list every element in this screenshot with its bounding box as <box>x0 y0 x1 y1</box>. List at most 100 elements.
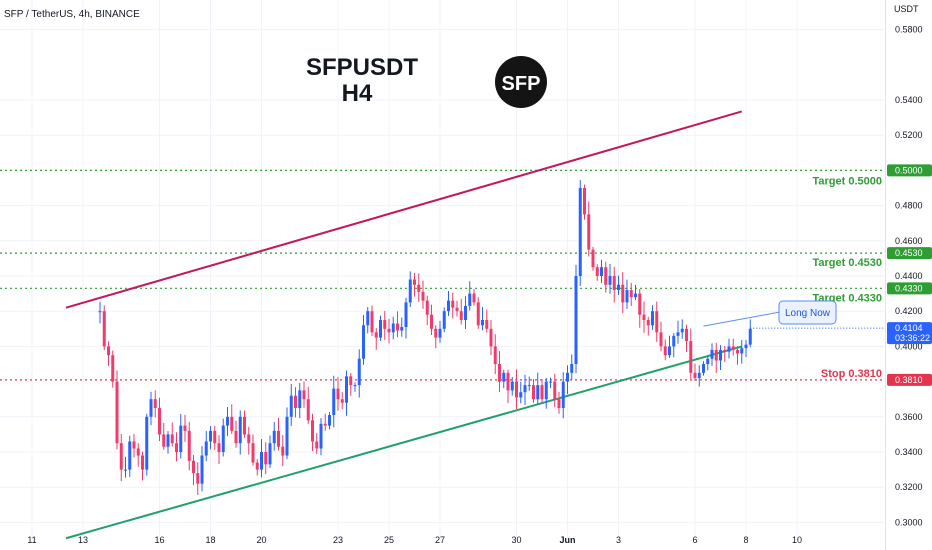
trendlines <box>65 110 743 540</box>
candle-body <box>451 300 455 308</box>
candle-body <box>170 434 174 444</box>
candle-body <box>179 425 183 452</box>
price-tick-label: 0.5800 <box>895 25 923 35</box>
candle-body <box>102 311 106 347</box>
candle-body <box>353 385 357 387</box>
price-tick-label: 0.4000 <box>895 341 923 351</box>
candle-body <box>472 293 476 303</box>
candle-body <box>323 423 327 426</box>
candle-body <box>544 381 548 400</box>
time-tick-label: 13 <box>78 535 88 545</box>
candle-body <box>315 441 319 449</box>
candle-body <box>493 346 497 364</box>
time-axis: 9111316182023252730Jun36810 <box>27 535 802 545</box>
candle-body <box>574 276 578 364</box>
candle-body <box>158 408 161 435</box>
candle-body <box>115 381 119 444</box>
candle-body <box>672 335 676 347</box>
candle-body <box>396 323 399 331</box>
candle-body <box>251 443 255 463</box>
candle-body <box>336 388 340 400</box>
candle-body <box>600 267 603 276</box>
candle-body <box>187 430 191 461</box>
callout-pointer <box>703 311 781 327</box>
candle-body <box>595 267 599 276</box>
header: SFP / TetherUS, 4h, BINANCE USDT <box>4 4 919 20</box>
candle-body <box>481 320 484 326</box>
candle-body <box>379 320 382 338</box>
candle-body <box>663 346 667 356</box>
candle-body <box>485 320 489 329</box>
candle-body <box>204 441 208 456</box>
candle-body <box>553 381 557 400</box>
candle-body <box>591 249 595 268</box>
time-tick-label: Jun <box>559 535 575 545</box>
candle-body <box>328 415 331 426</box>
candle-body <box>311 420 314 442</box>
candle-body <box>332 388 336 416</box>
candle-body <box>748 328 752 345</box>
candle-body <box>706 358 710 364</box>
candle-body <box>447 300 450 312</box>
candle-body <box>685 328 688 342</box>
time-tick-label: 6 <box>692 535 697 545</box>
stop-price-badge <box>887 373 932 386</box>
support-trendline[interactable] <box>65 345 743 540</box>
candle-body <box>625 290 629 303</box>
time-tick-label: 8 <box>743 535 748 545</box>
candle-body <box>510 381 514 391</box>
candle-body <box>383 320 387 329</box>
candle-body <box>98 311 102 313</box>
price-tick-label: 0.3000 <box>895 517 923 527</box>
candle-body <box>404 302 408 328</box>
candle-body <box>357 358 361 386</box>
candle-body <box>527 385 531 387</box>
candle-body <box>536 385 540 400</box>
candle-body <box>740 348 744 354</box>
candle-body <box>145 416 149 470</box>
candle-body <box>668 346 671 356</box>
candle-body <box>417 284 421 292</box>
candle-body <box>506 372 510 391</box>
time-tick-label: 27 <box>435 535 445 545</box>
candle-body <box>676 332 680 336</box>
candle-body <box>638 293 642 315</box>
target-price-text: 0.4530 <box>895 248 923 258</box>
candle-body <box>621 284 625 303</box>
candle-body <box>519 392 523 398</box>
long-now-callout[interactable] <box>778 300 837 325</box>
candle-body <box>604 267 608 285</box>
time-tick-label: 3 <box>616 535 621 545</box>
time-tick-label: 10 <box>792 535 802 545</box>
candle-body <box>362 325 365 359</box>
candle-body <box>111 355 115 382</box>
candle-body <box>200 455 204 484</box>
target-price-badge <box>887 164 932 177</box>
candle-body <box>655 311 659 333</box>
candle-body <box>455 307 459 312</box>
resistance-trendline[interactable] <box>65 110 743 309</box>
candle-body <box>196 473 200 484</box>
sfp-logo-icon <box>495 56 547 108</box>
candle-body <box>149 399 153 417</box>
candle-body <box>247 434 251 444</box>
countdown-text: 03:36:22 <box>895 333 930 343</box>
candle-body <box>213 430 217 444</box>
candle-body <box>281 446 285 456</box>
candle-body <box>651 311 654 326</box>
time-tick-label: 23 <box>333 535 343 545</box>
price-tick-label: 0.4600 <box>895 236 923 246</box>
logo-text: SFP <box>502 73 541 95</box>
candle-body <box>612 276 616 291</box>
chart-timeframe: H4 <box>342 80 373 107</box>
candle-body <box>608 276 612 285</box>
candle-body <box>476 302 480 326</box>
price-tick-label: 0.4800 <box>895 201 923 211</box>
target-price-badge <box>887 247 932 260</box>
candle-body <box>238 416 242 444</box>
candle-body <box>272 430 276 444</box>
